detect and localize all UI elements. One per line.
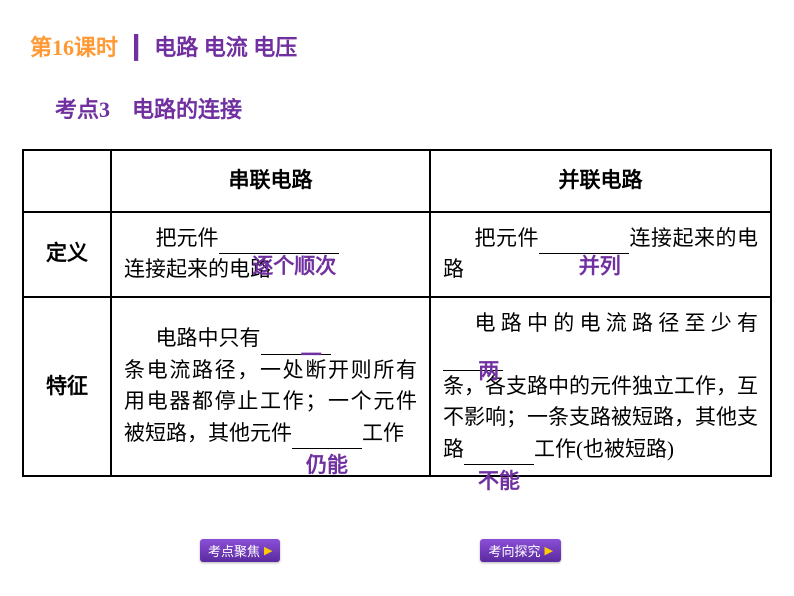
table-row: 特征 电路中只有一条电流路径，一处断开则所有用电器都停止工作；一个元件被短路，其… bbox=[23, 297, 771, 477]
col-header-series: 串联电路 bbox=[111, 150, 430, 212]
cell-text: 电路中的电流路径至少有 bbox=[475, 311, 759, 335]
lesson-number: 第16课时 bbox=[30, 35, 118, 60]
corner-cell bbox=[23, 150, 111, 212]
cell-definition-series: 把元件逐个顺次 连接起来的电路 bbox=[111, 212, 430, 297]
arrow-icon: ▶ bbox=[264, 544, 272, 557]
cell-feature-parallel: 电路中的电流路径至少有两条，各支路中的元件独立工作，互不影响；一条支路被短路，其… bbox=[430, 297, 771, 477]
nav-buttons: 考点聚焦 ▶ 考向探究 ▶ bbox=[0, 539, 794, 562]
cell-text: 工作 bbox=[362, 421, 404, 445]
header-divider: ┃ bbox=[130, 35, 143, 60]
blank-fill: 两 bbox=[443, 370, 503, 371]
comparison-table: 串联电路 并联电路 定义 把元件逐个顺次 连接起来的电路 把元件并列连接起来的电… bbox=[22, 149, 772, 477]
blank-fill: 不能 bbox=[464, 464, 534, 465]
cell-text: 把元件 bbox=[475, 226, 540, 250]
cell-text: 把元件 bbox=[156, 226, 219, 250]
table-header-row: 串联电路 并联电路 bbox=[23, 150, 771, 212]
cell-feature-series: 电路中只有一条电流路径，一处断开则所有用电器都停止工作；一个元件被短路，其他元件… bbox=[111, 297, 430, 477]
lesson-title: 电路 电流 电压 bbox=[154, 35, 297, 60]
nav-button-focus[interactable]: 考点聚焦 ▶ bbox=[200, 539, 280, 562]
row-head-feature: 特征 bbox=[23, 297, 111, 477]
col-header-parallel: 并联电路 bbox=[430, 150, 771, 212]
blank-fill: 并列 bbox=[539, 253, 629, 254]
cell-text: 电路中只有 bbox=[156, 326, 261, 350]
nav-button-explore[interactable]: 考向探究 ▶ bbox=[480, 539, 560, 562]
nav-label: 考向探究 bbox=[488, 541, 540, 560]
blank-fill: 一 bbox=[261, 354, 331, 355]
blank-fill: 逐个顺次 bbox=[219, 253, 339, 254]
table-row: 定义 把元件逐个顺次 连接起来的电路 把元件并列连接起来的电路 bbox=[23, 212, 771, 297]
slide-header: 第16课时 ┃ 电路 电流 电压 bbox=[0, 0, 794, 62]
nav-label: 考点聚焦 bbox=[208, 541, 260, 560]
cell-definition-parallel: 把元件并列连接起来的电路 bbox=[430, 212, 771, 297]
section-title: 考点3 电路的连接 bbox=[0, 62, 794, 124]
row-head-definition: 定义 bbox=[23, 212, 111, 297]
cell-text: 工作(也被短路) bbox=[534, 437, 674, 461]
blank-fill: 仍能 bbox=[292, 448, 362, 449]
arrow-icon: ▶ bbox=[545, 544, 553, 557]
